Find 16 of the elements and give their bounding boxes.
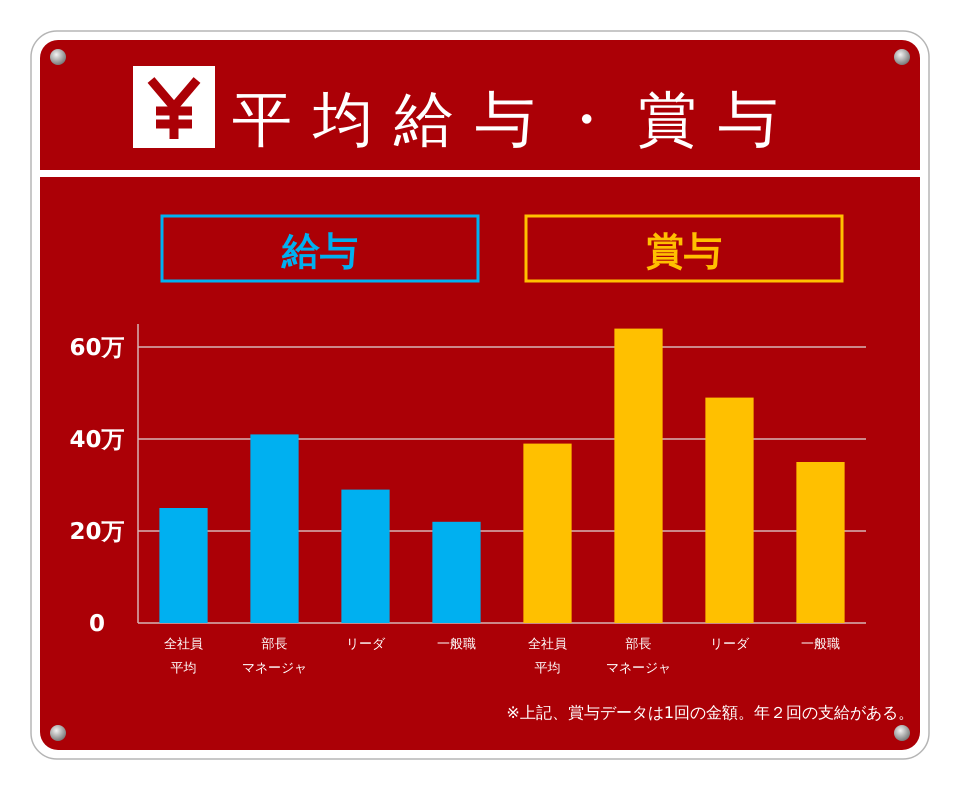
title: 平均給与・賞与	[232, 85, 799, 155]
annotation: ※上記、賞与データは1回の金額。年２回の支給がある。	[506, 703, 914, 722]
legend-label: 賞与	[646, 229, 722, 273]
legend-label: 給与	[282, 229, 358, 273]
xtick-label: 全社員平均	[164, 637, 203, 676]
ytick-label: 20万	[70, 519, 124, 545]
xtick-label: リーダ	[710, 637, 749, 652]
ytick-label: 0	[89, 611, 105, 637]
xtick-label: リーダ	[346, 637, 385, 652]
xtick-label: 部長マネージャ	[606, 637, 671, 676]
ytick-label: 60万	[70, 335, 124, 361]
xtick-label: 全社員平均	[528, 637, 567, 676]
ytick-label: 40万	[70, 427, 124, 453]
xtick-label: 一般職	[801, 637, 840, 652]
xtick-label: 一般職	[437, 637, 476, 652]
xtick-label: 部長マネージャ	[242, 637, 307, 676]
